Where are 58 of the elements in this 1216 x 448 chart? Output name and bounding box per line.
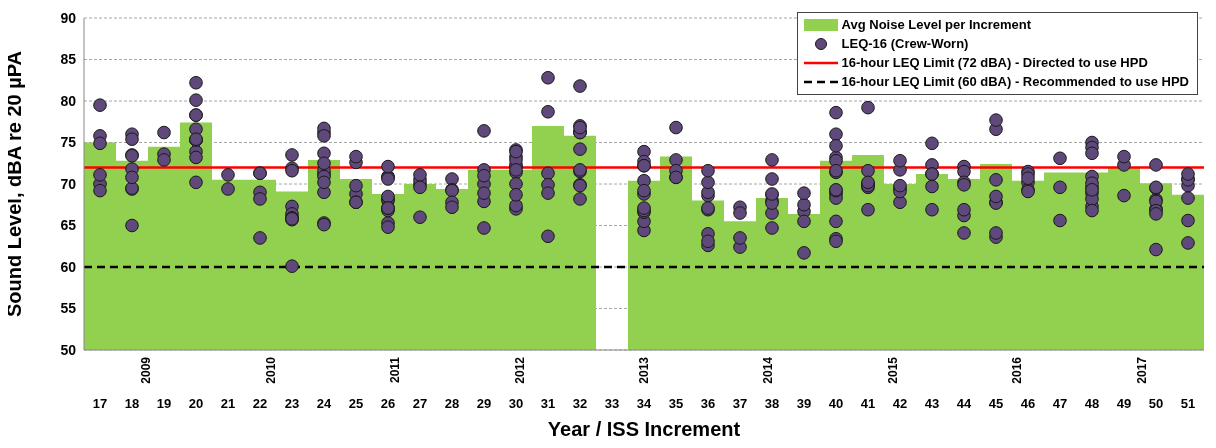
x-tick-label: 45 xyxy=(988,396,1004,411)
text: 2011 xyxy=(388,357,403,386)
x-tick-label: 34 xyxy=(636,396,652,411)
y-tick-label: 55 xyxy=(60,300,77,317)
y-tick-label: 90 xyxy=(60,9,77,26)
x-tick-label: 35 xyxy=(668,396,684,411)
text: 2015 xyxy=(885,357,900,386)
x-tick-label: 47 xyxy=(1052,396,1068,411)
x-tick-label: 33 xyxy=(604,396,620,411)
x-tick-label: 40 xyxy=(828,396,844,411)
y-tick-label: 65 xyxy=(60,217,77,234)
y-tick-label: 75 xyxy=(60,134,77,151)
legend-label: 16-hour LEQ Limit (72 dBA) - Directed to use HPD xyxy=(841,54,1148,72)
x-tick-label: 41 xyxy=(860,396,876,411)
y-tick-label: 60 xyxy=(60,258,77,275)
x-tick-label: 48 xyxy=(1084,396,1100,411)
legend-label: Avg Noise Level per Increment xyxy=(841,16,1032,34)
y-tick-label: 70 xyxy=(60,175,77,192)
x-tick-label: 20 xyxy=(188,396,204,411)
x-tick-label: 50 xyxy=(1148,396,1164,411)
x-tick-label: 18 xyxy=(124,396,140,411)
x-tick-label: 42 xyxy=(892,396,908,411)
x-axis-title: Year / ISS Increment xyxy=(547,418,741,440)
x-tick-label: 31 xyxy=(540,396,556,411)
x-tick-label: 19 xyxy=(156,396,172,411)
x-tick-label: 32 xyxy=(572,396,588,411)
x-tick-label: 49 xyxy=(1116,396,1132,411)
x-tick-label: 51 xyxy=(1180,396,1196,411)
x-tick-label: 21 xyxy=(220,396,236,411)
x-tick-label: 29 xyxy=(476,396,492,411)
legend-label: 16-hour LEQ Limit (60 dBA) - Recommended to use HPD xyxy=(841,73,1189,91)
text: 2010 xyxy=(263,357,278,386)
x-tick-label: 22 xyxy=(252,396,268,411)
x-tick-label: 37 xyxy=(732,396,748,411)
x-tick-label: 44 xyxy=(956,396,972,411)
x-tick-label: 36 xyxy=(700,396,716,411)
x-tick-label: 46 xyxy=(1020,396,1036,411)
x-tick-label: 43 xyxy=(924,396,940,411)
x-tick-label: 28 xyxy=(444,396,460,411)
x-tick-label: 25 xyxy=(348,396,364,411)
x-tick-label: 17 xyxy=(92,396,108,411)
text: 2009 xyxy=(139,357,154,386)
x-tick-label: 24 xyxy=(316,396,332,411)
text: 2017 xyxy=(1134,357,1149,386)
text: 2014 xyxy=(761,357,776,386)
y-tick-label: 85 xyxy=(60,51,77,68)
x-tick-label: 23 xyxy=(284,396,300,411)
y-tick-label: 80 xyxy=(60,92,77,109)
x-tick-label: 30 xyxy=(508,396,524,411)
x-tick-label: 39 xyxy=(796,396,812,411)
x-tick-label: 26 xyxy=(380,396,396,411)
text: 2012 xyxy=(512,357,527,386)
x-tick-label: 27 xyxy=(412,396,428,411)
x-tick-label: 38 xyxy=(764,396,780,411)
text: 2013 xyxy=(637,357,651,386)
text: 2016 xyxy=(1010,357,1025,386)
legend-label: LEQ-16 (Crew-Worn) xyxy=(841,35,969,53)
y-tick-label: 50 xyxy=(60,341,77,358)
